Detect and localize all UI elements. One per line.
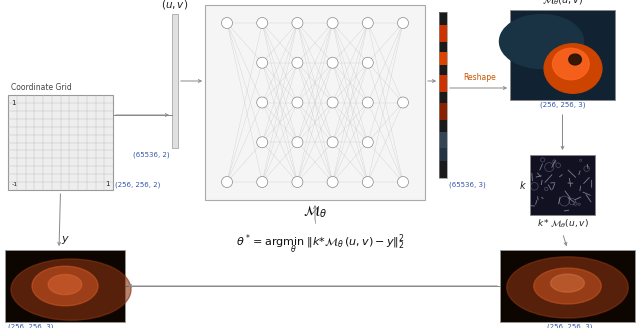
Bar bbox=[439, 161, 447, 178]
Text: $\mathcal{M}_\theta(u, v)$: $\mathcal{M}_\theta(u, v)$ bbox=[541, 0, 583, 7]
Text: $y$: $y$ bbox=[61, 234, 70, 246]
Text: $k$: $k$ bbox=[519, 179, 527, 191]
Text: $\mathcal{M}_\theta$: $\mathcal{M}_\theta$ bbox=[303, 205, 327, 220]
Circle shape bbox=[292, 176, 303, 188]
Circle shape bbox=[221, 176, 232, 188]
Circle shape bbox=[257, 137, 268, 148]
Ellipse shape bbox=[11, 259, 131, 320]
Circle shape bbox=[327, 137, 338, 148]
Bar bbox=[500, 250, 635, 322]
Bar bbox=[439, 92, 447, 103]
Bar bbox=[439, 65, 447, 75]
Bar bbox=[172, 14, 178, 148]
Ellipse shape bbox=[32, 266, 98, 306]
Circle shape bbox=[397, 97, 408, 108]
Circle shape bbox=[362, 57, 373, 68]
Bar bbox=[439, 42, 447, 52]
Ellipse shape bbox=[569, 54, 581, 65]
Circle shape bbox=[257, 97, 268, 108]
Circle shape bbox=[397, 17, 408, 29]
Circle shape bbox=[292, 137, 303, 148]
Circle shape bbox=[327, 176, 338, 188]
Circle shape bbox=[257, 17, 268, 29]
Text: (256, 256, 3): (256, 256, 3) bbox=[547, 324, 593, 328]
Bar bbox=[205, 5, 425, 200]
Circle shape bbox=[257, 57, 268, 68]
Ellipse shape bbox=[48, 275, 82, 295]
Circle shape bbox=[362, 97, 373, 108]
Circle shape bbox=[327, 57, 338, 68]
Circle shape bbox=[362, 176, 373, 188]
Bar bbox=[439, 12, 447, 178]
Bar bbox=[5, 250, 125, 322]
Text: 1: 1 bbox=[11, 100, 15, 106]
Ellipse shape bbox=[544, 44, 602, 93]
Bar bbox=[439, 132, 447, 148]
Circle shape bbox=[292, 97, 303, 108]
Bar bbox=[439, 25, 447, 42]
Bar bbox=[439, 52, 447, 65]
Ellipse shape bbox=[534, 268, 601, 304]
Text: (256, 256, 3): (256, 256, 3) bbox=[8, 324, 54, 328]
Bar bbox=[439, 103, 447, 120]
Bar bbox=[510, 10, 615, 100]
Text: (65536, 2): (65536, 2) bbox=[133, 152, 170, 158]
Text: Coordinate Grid: Coordinate Grid bbox=[11, 83, 72, 92]
Text: $k * \mathcal{M}_\theta(u, v)$: $k * \mathcal{M}_\theta(u, v)$ bbox=[536, 218, 588, 231]
Ellipse shape bbox=[552, 48, 589, 80]
Bar bbox=[8, 95, 113, 190]
Text: (256, 256, 2): (256, 256, 2) bbox=[115, 181, 161, 188]
Circle shape bbox=[362, 137, 373, 148]
Circle shape bbox=[292, 17, 303, 29]
Text: $(u, v)$: $(u, v)$ bbox=[161, 0, 189, 11]
Ellipse shape bbox=[499, 14, 584, 69]
Bar bbox=[439, 75, 447, 92]
Circle shape bbox=[327, 17, 338, 29]
Bar bbox=[439, 12, 447, 25]
Text: (65536, 3): (65536, 3) bbox=[449, 181, 486, 188]
Circle shape bbox=[362, 17, 373, 29]
Text: Reshape: Reshape bbox=[463, 73, 497, 82]
Circle shape bbox=[221, 17, 232, 29]
Text: (256, 256, 3): (256, 256, 3) bbox=[540, 102, 585, 109]
Circle shape bbox=[397, 176, 408, 188]
Text: -1: -1 bbox=[12, 182, 18, 187]
Circle shape bbox=[327, 97, 338, 108]
Bar bbox=[439, 120, 447, 132]
Text: $\theta^* = \mathrm{arg}\min_\theta \; \|k * \mathcal{M}_\theta(u,v) - y\|_2^2$: $\theta^* = \mathrm{arg}\min_\theta \; \… bbox=[236, 233, 404, 257]
Text: 1: 1 bbox=[106, 181, 110, 187]
Ellipse shape bbox=[507, 257, 628, 318]
Circle shape bbox=[257, 176, 268, 188]
Ellipse shape bbox=[550, 274, 584, 292]
Bar bbox=[530, 155, 595, 215]
Bar bbox=[439, 148, 447, 161]
Circle shape bbox=[292, 57, 303, 68]
